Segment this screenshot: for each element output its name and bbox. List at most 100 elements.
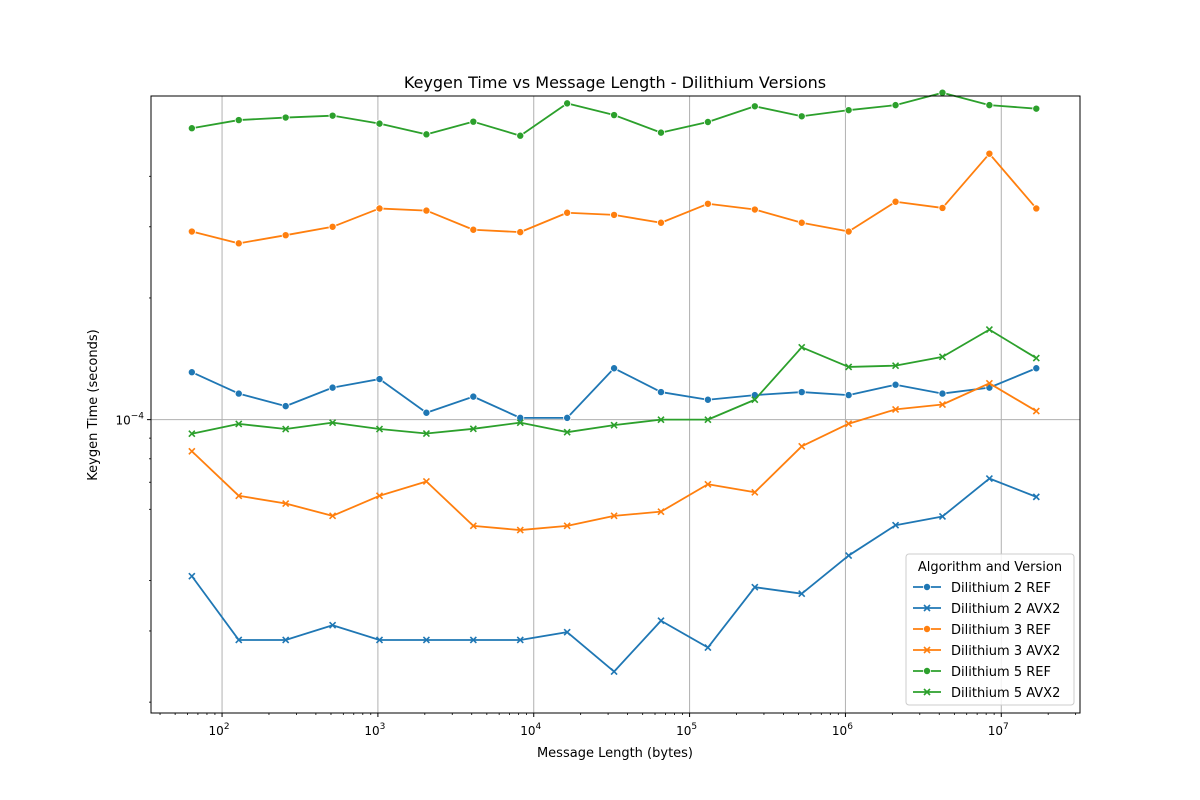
data-point — [985, 101, 994, 110]
data-point — [281, 231, 290, 240]
plot-area-frame — [150, 95, 1081, 714]
data-point — [938, 88, 947, 97]
legend: Algorithm and Version Dilithium 2 REFDil… — [905, 553, 1075, 706]
data-point — [703, 117, 712, 126]
data-point — [235, 492, 243, 500]
data-point — [282, 499, 290, 508]
data-point — [469, 117, 478, 126]
series-dilithium-2-ref — [187, 364, 1041, 422]
data-point — [422, 429, 430, 438]
data-point — [985, 149, 994, 158]
x-tick-label: 107 — [988, 722, 1009, 738]
grid-lines — [151, 96, 1080, 713]
legend-label: Dilithium 2 REF — [951, 581, 1051, 596]
legend-item: Dilithium 2 REF — [913, 581, 1051, 596]
data-point — [375, 636, 384, 644]
data-point — [328, 222, 337, 231]
data-point — [656, 218, 665, 227]
data-point — [329, 512, 337, 520]
data-point — [422, 206, 431, 215]
data-point — [188, 430, 196, 438]
data-point — [516, 228, 525, 237]
data-point — [1032, 407, 1040, 415]
data-point — [234, 116, 243, 125]
data-point — [797, 112, 806, 121]
legend-label: Dilithium 2 AVX2 — [951, 602, 1060, 617]
legend-items: Dilithium 2 REF Dilithium 2 AVX2 Dilithium… — [913, 581, 1060, 701]
legend-label: Dilithium 5 REF — [951, 665, 1051, 680]
legend-swatch-marker — [923, 604, 931, 612]
legend-item: Dilithium 3 AVX2 — [913, 644, 1060, 659]
series-group — [187, 88, 1041, 676]
data-point — [985, 326, 993, 334]
legend-label: Dilithium 5 AVX2 — [951, 686, 1060, 701]
data-point — [751, 396, 759, 404]
data-point — [328, 111, 337, 120]
data-point — [751, 488, 759, 496]
data-point — [703, 395, 712, 404]
data-point — [375, 492, 384, 500]
series-line — [191, 152, 1037, 245]
data-point — [234, 239, 243, 248]
data-point — [750, 102, 759, 111]
data-point — [516, 413, 525, 422]
data-point — [891, 362, 900, 370]
legend-label: Dilithium 3 AVX2 — [951, 644, 1060, 659]
data-point — [282, 425, 290, 433]
legend-title: Algorithm and Version — [918, 560, 1062, 575]
data-point — [610, 421, 618, 429]
data-point — [750, 205, 759, 214]
x-tick-label: 103 — [364, 722, 385, 738]
x-tick-label: 105 — [676, 722, 697, 738]
data-point — [656, 128, 665, 137]
data-point — [1032, 364, 1041, 373]
data-point — [610, 364, 619, 373]
data-point — [422, 130, 431, 139]
data-point — [187, 227, 196, 236]
data-point — [516, 131, 525, 140]
data-point — [938, 389, 947, 398]
data-point — [891, 101, 900, 110]
data-point — [469, 425, 477, 433]
data-point — [281, 402, 290, 411]
data-point — [188, 572, 196, 580]
data-point — [188, 447, 196, 455]
data-point — [891, 380, 900, 389]
data-point — [563, 208, 572, 217]
data-point — [704, 643, 712, 652]
data-point — [704, 416, 712, 424]
data-point — [234, 389, 243, 398]
data-point — [704, 480, 712, 488]
data-point — [516, 419, 524, 427]
data-point — [563, 628, 571, 636]
data-point — [235, 636, 243, 644]
data-point — [657, 508, 665, 516]
data-point — [1032, 493, 1040, 501]
data-point — [891, 197, 900, 206]
data-point — [657, 416, 665, 424]
data-point — [1032, 354, 1040, 362]
tick-group: 102 103 104 105 106 107 10−4 — [115, 175, 1077, 738]
data-point — [985, 474, 993, 483]
data-point — [798, 442, 806, 450]
data-point — [1032, 104, 1041, 113]
data-point — [610, 111, 619, 120]
legend-item: Dilithium 5 AVX2 — [913, 686, 1060, 701]
data-point — [563, 99, 572, 108]
data-point — [563, 413, 572, 422]
data-point — [845, 363, 853, 371]
legend-swatch-marker — [923, 625, 932, 634]
data-point — [281, 113, 290, 122]
data-point — [844, 106, 853, 115]
data-point — [187, 368, 196, 377]
chart-title: Keygen Time vs Message Length - Dilithiu… — [404, 73, 826, 92]
data-point — [798, 343, 806, 351]
data-point — [610, 668, 618, 676]
data-point — [375, 119, 384, 128]
data-point — [422, 408, 431, 417]
series-dilithium-2-avx2 — [188, 474, 1040, 676]
data-point — [985, 379, 993, 387]
data-point — [563, 522, 571, 530]
legend-swatch-marker — [923, 688, 931, 696]
